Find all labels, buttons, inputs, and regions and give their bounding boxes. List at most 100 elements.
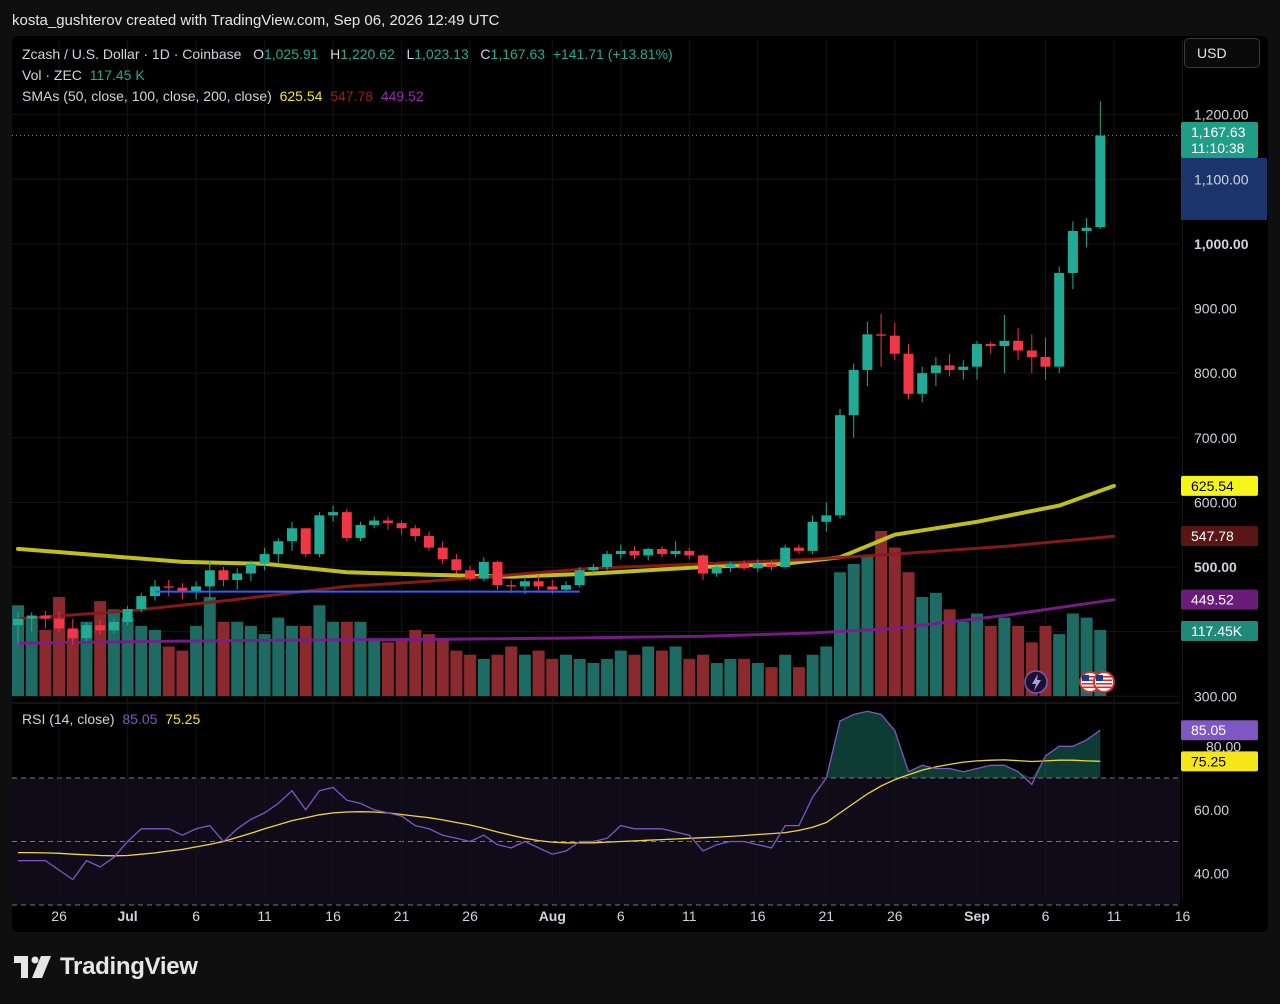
volume-bar bbox=[738, 658, 751, 696]
candle[interactable] bbox=[752, 559, 763, 573]
candle[interactable] bbox=[1026, 334, 1037, 374]
candle[interactable] bbox=[396, 520, 407, 535]
volume-bar bbox=[1012, 625, 1025, 696]
legend-volume: Vol · ZEC 117.45 K bbox=[22, 67, 145, 83]
candle[interactable] bbox=[766, 560, 777, 571]
candle[interactable] bbox=[382, 516, 393, 530]
candle[interactable] bbox=[424, 531, 434, 551]
candle[interactable] bbox=[739, 560, 750, 571]
candle[interactable] bbox=[451, 554, 462, 574]
candle[interactable] bbox=[821, 502, 832, 532]
candle-body bbox=[1054, 272, 1065, 367]
flag-stripe bbox=[1082, 679, 1098, 682]
candle[interactable] bbox=[245, 560, 256, 582]
candle[interactable] bbox=[26, 612, 37, 632]
volume-label[interactable]: Vol · ZEC bbox=[22, 67, 82, 83]
chart-frame[interactable] bbox=[12, 36, 1268, 932]
candle[interactable] bbox=[793, 544, 804, 555]
candle[interactable] bbox=[629, 546, 640, 560]
candle[interactable] bbox=[108, 618, 119, 633]
currency-button[interactable]: USD bbox=[1184, 38, 1260, 68]
candle[interactable] bbox=[300, 528, 311, 558]
candle[interactable] bbox=[985, 342, 996, 354]
candle[interactable] bbox=[40, 610, 51, 629]
candle[interactable] bbox=[656, 546, 667, 558]
candle[interactable] bbox=[1081, 218, 1092, 248]
candle[interactable] bbox=[670, 541, 681, 558]
candle[interactable] bbox=[903, 344, 914, 399]
candle[interactable] bbox=[999, 314, 1010, 374]
candle[interactable] bbox=[67, 618, 78, 645]
us-flag-event-icon[interactable] bbox=[1093, 671, 1115, 693]
candle[interactable] bbox=[1067, 221, 1078, 290]
candle[interactable] bbox=[13, 612, 23, 645]
candle[interactable] bbox=[355, 521, 366, 542]
candle[interactable] bbox=[259, 547, 270, 571]
sma-label[interactable]: SMAs (50, close, 100, close, 200, close) bbox=[22, 88, 272, 104]
candle[interactable] bbox=[478, 557, 489, 582]
candle[interactable] bbox=[1095, 101, 1106, 229]
candle-body bbox=[725, 563, 736, 568]
candle[interactable] bbox=[930, 356, 941, 387]
candle[interactable] bbox=[232, 568, 243, 590]
candle[interactable] bbox=[602, 550, 613, 571]
candle[interactable] bbox=[780, 544, 791, 569]
candle[interactable] bbox=[807, 515, 818, 555]
lightning-icon[interactable] bbox=[1024, 670, 1048, 694]
candle[interactable] bbox=[588, 563, 599, 574]
candle[interactable] bbox=[574, 567, 585, 588]
candle[interactable] bbox=[191, 581, 202, 600]
volume-bar bbox=[984, 625, 997, 696]
candle[interactable] bbox=[81, 621, 92, 642]
symbol-label[interactable]: Zcash / U.S. Dollar · 1D · Coinbase bbox=[22, 46, 242, 62]
candle[interactable] bbox=[944, 353, 955, 377]
candle[interactable] bbox=[876, 313, 887, 367]
rsi-label[interactable]: RSI (14, close) bbox=[22, 711, 115, 727]
candle[interactable] bbox=[958, 360, 969, 380]
candle[interactable] bbox=[1013, 327, 1024, 361]
candle[interactable] bbox=[917, 366, 928, 403]
volume-bar bbox=[683, 658, 696, 696]
candle[interactable] bbox=[328, 505, 339, 522]
candle[interactable] bbox=[410, 525, 421, 542]
flag-stripe bbox=[1096, 686, 1112, 689]
candle[interactable] bbox=[218, 567, 229, 587]
candle[interactable] bbox=[643, 547, 654, 561]
candle[interactable] bbox=[341, 508, 352, 542]
candle[interactable] bbox=[848, 363, 859, 438]
rsi-value: 85.05 bbox=[122, 711, 158, 727]
candle[interactable] bbox=[437, 541, 448, 564]
candle[interactable] bbox=[972, 340, 982, 380]
y-axis-tick-label: 500.00 bbox=[1194, 559, 1237, 575]
candle[interactable] bbox=[54, 612, 65, 632]
candle[interactable] bbox=[287, 521, 297, 551]
candle[interactable] bbox=[615, 544, 626, 560]
candle[interactable] bbox=[684, 547, 695, 560]
candle-body bbox=[752, 563, 763, 569]
candle[interactable] bbox=[711, 563, 722, 577]
candle[interactable] bbox=[369, 516, 380, 529]
candle[interactable] bbox=[465, 565, 476, 582]
candle[interactable] bbox=[204, 560, 215, 600]
candle[interactable] bbox=[533, 574, 544, 593]
candle[interactable] bbox=[1054, 266, 1065, 374]
candle[interactable] bbox=[1040, 337, 1051, 380]
candle[interactable] bbox=[862, 321, 873, 387]
candle[interactable] bbox=[725, 561, 736, 573]
candle[interactable] bbox=[122, 605, 133, 626]
candle[interactable] bbox=[150, 579, 160, 601]
y-axis-tick-label: 700.00 bbox=[1194, 430, 1237, 446]
candle[interactable] bbox=[889, 322, 900, 361]
candle[interactable] bbox=[136, 592, 147, 613]
candle[interactable] bbox=[314, 512, 325, 558]
candle[interactable] bbox=[835, 408, 845, 519]
candle[interactable] bbox=[492, 560, 503, 590]
candle[interactable] bbox=[163, 579, 174, 597]
tradingview-logo[interactable]: TradingView bbox=[14, 953, 198, 981]
candle[interactable] bbox=[698, 554, 708, 580]
volume-bar bbox=[327, 621, 340, 696]
candle[interactable] bbox=[273, 537, 284, 564]
candle[interactable] bbox=[95, 620, 106, 635]
candle-body bbox=[944, 365, 955, 370]
